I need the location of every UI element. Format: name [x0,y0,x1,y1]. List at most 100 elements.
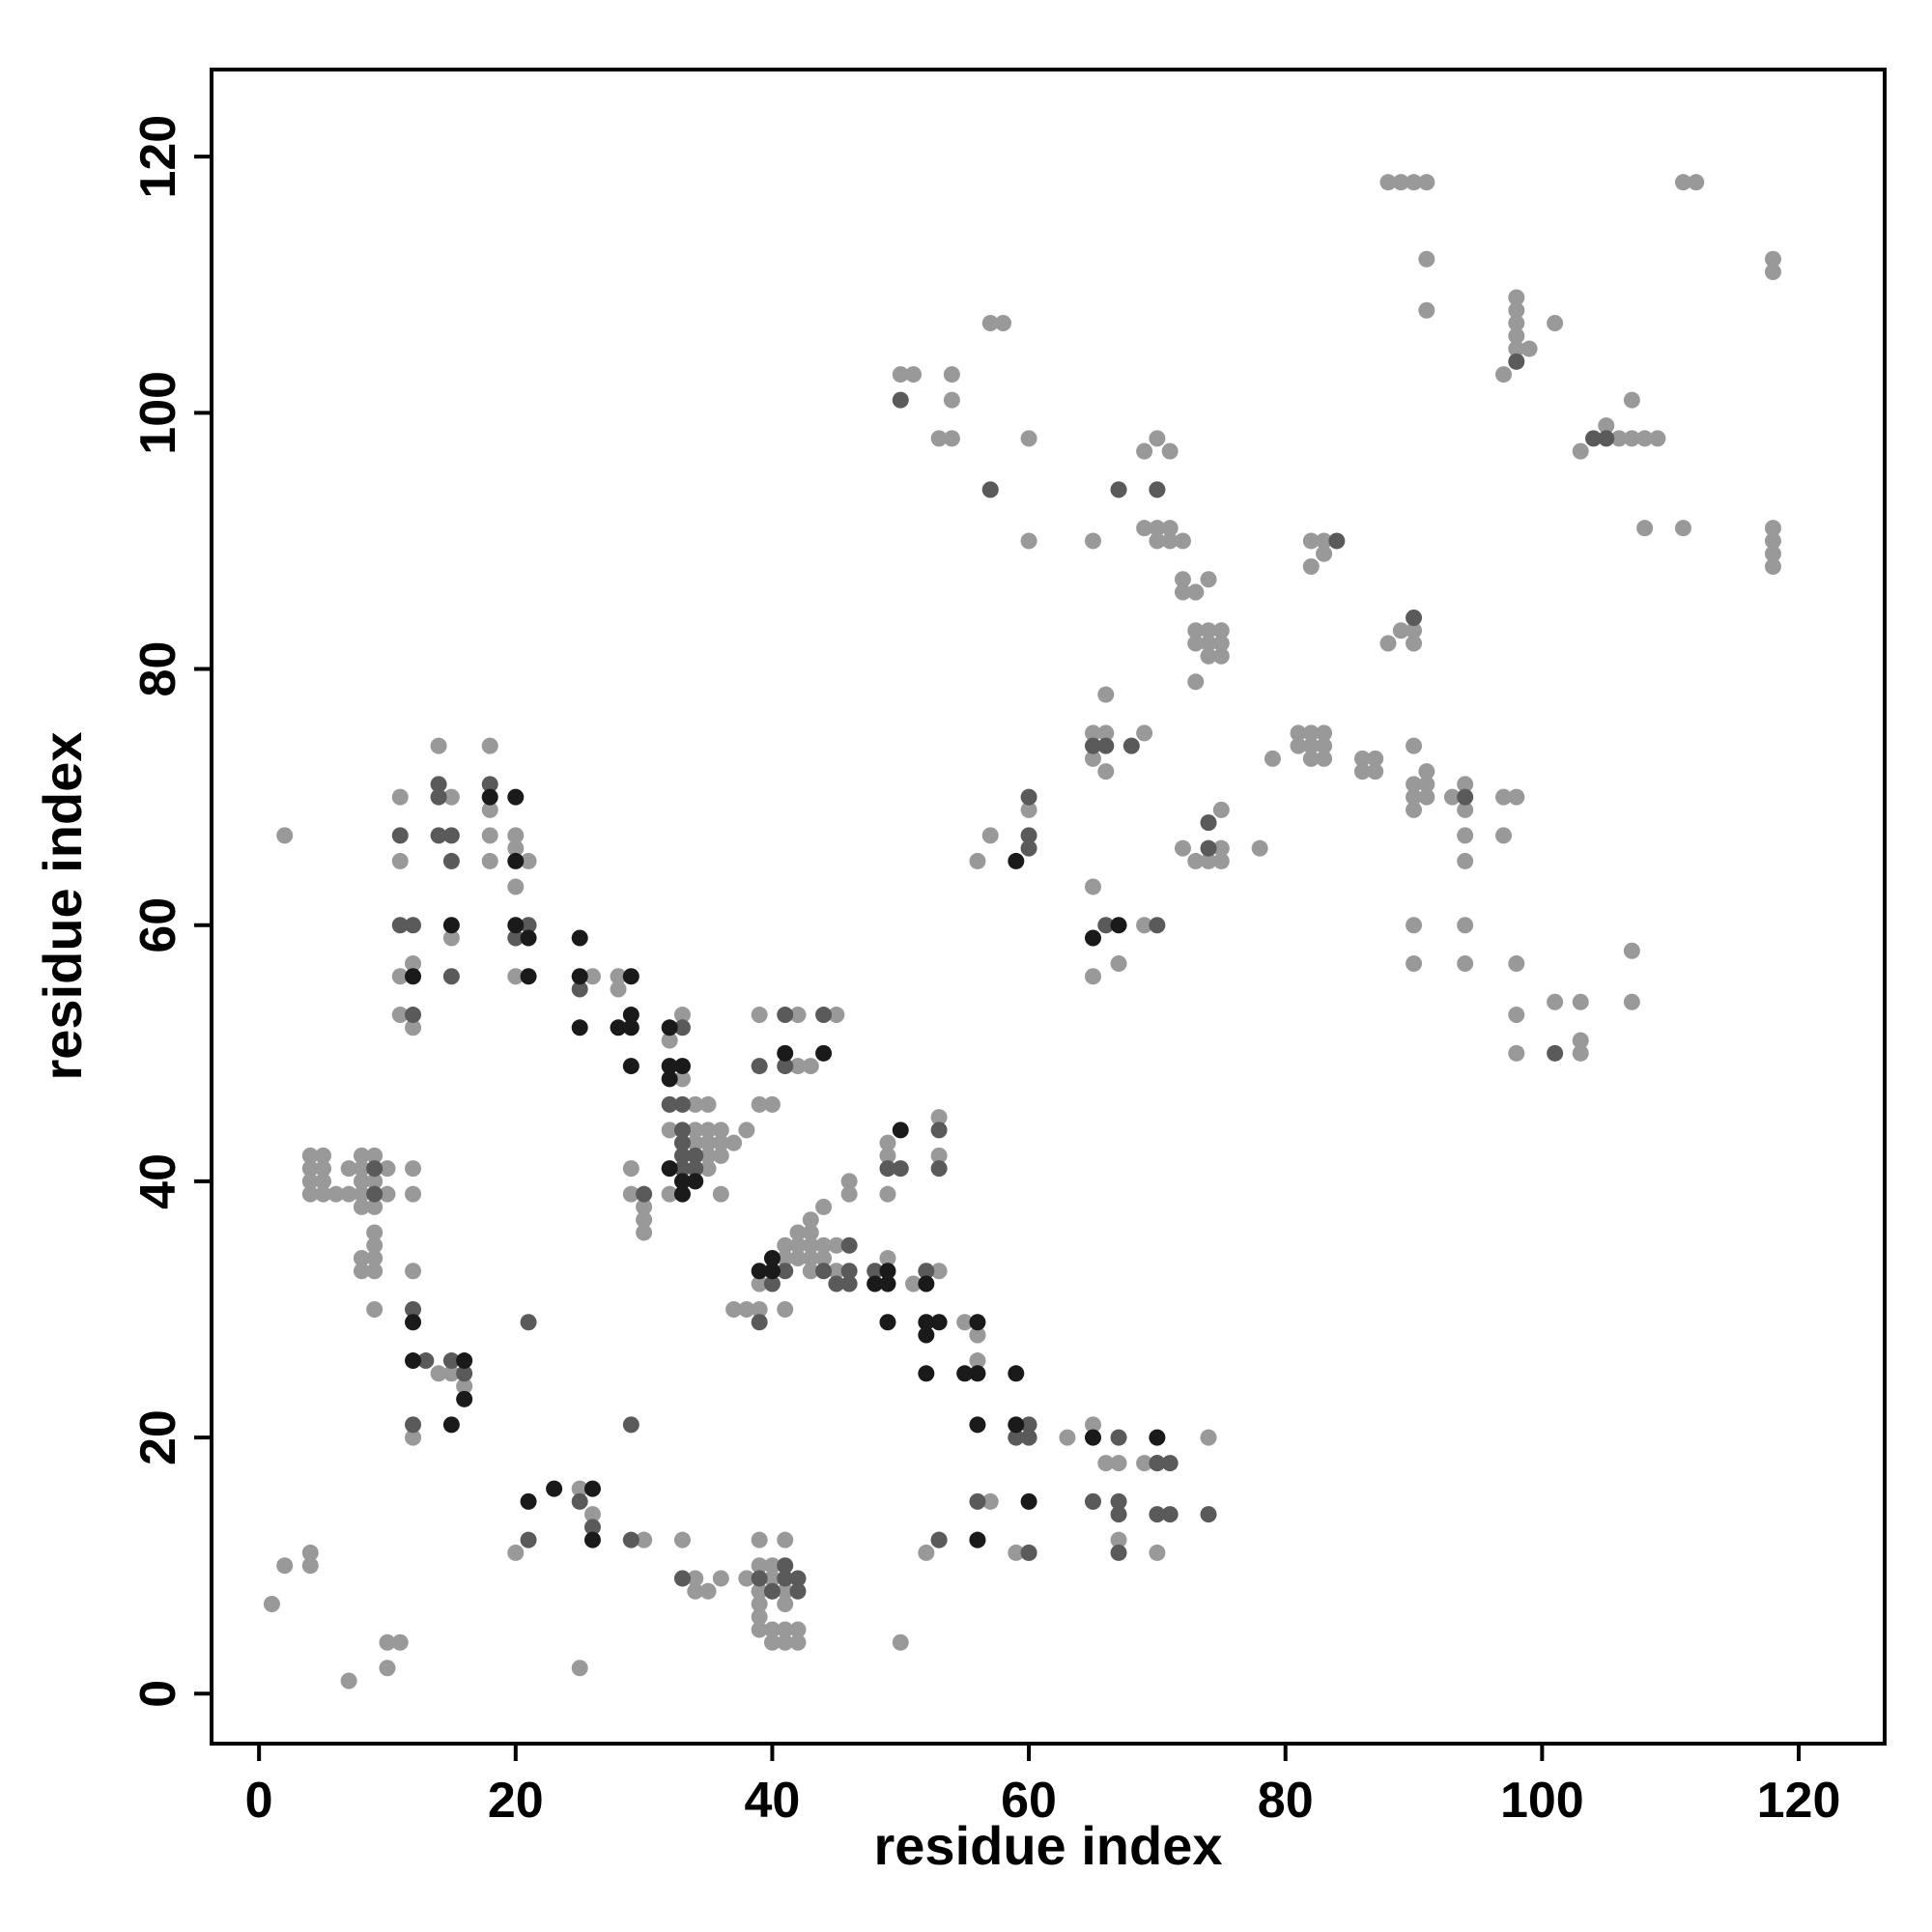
contact-point [1610,430,1628,447]
contact-point [430,827,447,844]
contact-point [1302,532,1320,550]
contact-point [1406,788,1423,806]
contact-point [1020,1544,1037,1561]
contact-point [725,1134,743,1151]
contact-point [583,1480,601,1497]
contact-point [442,827,460,844]
contact-point [828,1236,845,1254]
contact-point [1457,788,1474,806]
contact-point [661,1095,678,1113]
contact-point [507,827,525,844]
contact-point [1136,724,1153,742]
contact-point [1212,852,1230,869]
contact-point [507,839,525,857]
contact-point [687,1160,704,1178]
points [263,174,1781,1690]
contact-point [442,929,460,947]
contact-point [1187,852,1205,869]
contact-point [1161,1506,1179,1523]
contact-point [673,1007,691,1024]
contact-point [507,929,525,947]
contact-point [1547,1044,1564,1062]
contact-point [1508,353,1525,370]
contact-point [571,1660,588,1677]
contact-point [777,1531,794,1548]
contact-point [405,1019,422,1037]
contact-point [456,1352,473,1370]
contact-point [520,968,537,985]
contact-point [430,737,447,754]
contact-point [1008,1416,1025,1434]
contact-point [815,1044,833,1062]
contact-point [1316,724,1333,742]
contact-point [763,1621,781,1638]
contact-point [892,1634,909,1651]
contact-point [892,1122,909,1139]
contact-point [840,1275,858,1293]
contact-point [1110,481,1127,498]
contact-point [1367,750,1384,767]
contact-point [712,1134,729,1151]
contact-point [1495,827,1513,844]
contact-point [366,1147,384,1164]
contact-point [1008,852,1025,869]
contact-point [1084,1492,1101,1510]
contact-point [301,1173,319,1190]
contact-point [1316,750,1333,767]
x-tick-label: 0 [245,1773,273,1829]
contact-point [442,852,460,869]
contact-point [456,1390,473,1407]
contact-point [1508,1044,1525,1062]
contact-point [571,1019,588,1037]
contact-point [1392,174,1409,191]
contact-point [1598,430,1615,447]
contact-point [571,980,588,998]
contact-point [507,852,525,869]
contact-point [673,1173,691,1190]
contact-point [661,1058,678,1075]
contact-point [840,1173,858,1190]
contact-point [405,968,422,985]
contact-point [892,391,909,409]
contact-point [1508,301,1525,319]
contact-point [1161,442,1179,460]
contact-point [481,788,498,806]
contact-point [1200,852,1217,869]
contact-point [699,1122,717,1139]
contact-point [1110,1492,1127,1510]
contact-point [815,1007,833,1024]
contact-point [442,1352,460,1370]
contact-point [430,776,447,793]
contact-point [699,1582,717,1600]
y-tick-label: 40 [130,1153,186,1209]
contact-point [930,1109,948,1126]
axes: 0 20 40 60 80 100 120 0 20 40 60 80 100 120 [130,115,1840,1829]
contact-point [1136,520,1153,537]
contact-point [1110,917,1127,934]
plot-frame [210,68,1887,1746]
contact-point [353,1160,370,1178]
contact-point [481,737,498,754]
contact-point [1187,583,1205,601]
contact-point [1674,174,1691,191]
contact-point [405,1007,422,1024]
contact-point [763,1582,781,1600]
contact-point [1547,315,1564,332]
contact-point [673,1147,691,1164]
contact-point [815,1198,833,1215]
contact-point [995,315,1012,332]
contact-point [687,1173,704,1190]
contact-point [340,1185,357,1203]
contact-point [840,1185,858,1203]
contact-point [751,1263,768,1280]
contact-point [520,1492,537,1510]
contact-point [1302,737,1320,754]
contact-point [802,1236,819,1254]
contact-point [1392,622,1409,639]
contact-point [1097,763,1115,781]
contact-point [1764,532,1781,550]
contact-point [777,1634,794,1651]
contact-point [879,1249,896,1266]
contact-point [892,1160,909,1178]
contact-point [1457,827,1474,844]
